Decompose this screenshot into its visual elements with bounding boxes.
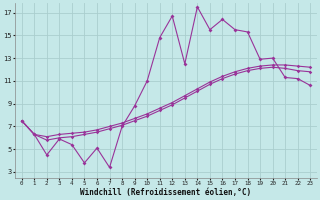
X-axis label: Windchill (Refroidissement éolien,°C): Windchill (Refroidissement éolien,°C) (80, 188, 252, 197)
